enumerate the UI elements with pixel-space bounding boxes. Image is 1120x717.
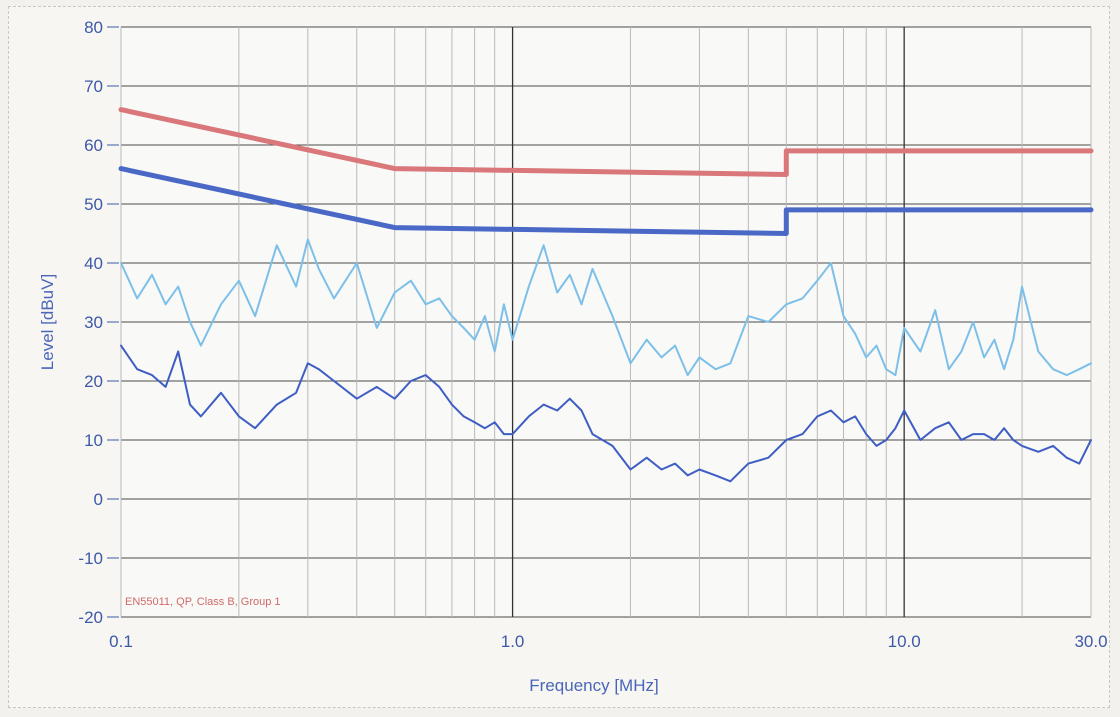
measurement-trace bbox=[120, 238, 1092, 377]
chart-frame: 80 70 60 50 40 30 20 10 0 -10 -20 0.1 1.0 10.0 30.0 E… bbox=[8, 6, 1110, 708]
y-tick-label: 20 bbox=[84, 372, 103, 391]
y-tick-label: 70 bbox=[84, 77, 103, 96]
x-tick-label: 10.0 bbox=[888, 632, 921, 651]
y-tick-label: 30 bbox=[84, 313, 103, 332]
y-tick-label: -10 bbox=[78, 549, 103, 568]
x-tick-labels: 0.1 1.0 10.0 30.0 bbox=[109, 632, 1107, 651]
y-tick-label: 10 bbox=[84, 431, 103, 450]
y-tick-label: 50 bbox=[84, 195, 103, 214]
y-tick-label: -20 bbox=[78, 608, 103, 627]
y-tick-label: 0 bbox=[94, 490, 103, 509]
y-tick-label: 40 bbox=[84, 254, 103, 273]
emission-chart: 80 70 60 50 40 30 20 10 0 -10 -20 0.1 1.0 10.0 30.0 E… bbox=[38, 18, 1108, 695]
x-tick-label: 30.0 bbox=[1074, 632, 1107, 651]
measurement-trace bbox=[120, 344, 1092, 483]
y-tick-label: 60 bbox=[84, 136, 103, 155]
limit-line bbox=[118, 107, 1094, 177]
x-axis-label: Frequency [MHz] bbox=[529, 676, 658, 695]
y-tick-labels: 80 70 60 50 40 30 20 10 0 -10 -20 bbox=[78, 18, 119, 627]
series-layer bbox=[118, 107, 1094, 483]
limit-annotation: EN55011, QP, Class B, Group 1 bbox=[125, 596, 281, 608]
y-tick-label: 80 bbox=[84, 18, 103, 37]
limit-line bbox=[118, 166, 1094, 236]
y-axis-label: Level [dBuV] bbox=[38, 274, 57, 370]
x-tick-label: 1.0 bbox=[501, 632, 525, 651]
x-tick-label: 0.1 bbox=[109, 632, 133, 651]
